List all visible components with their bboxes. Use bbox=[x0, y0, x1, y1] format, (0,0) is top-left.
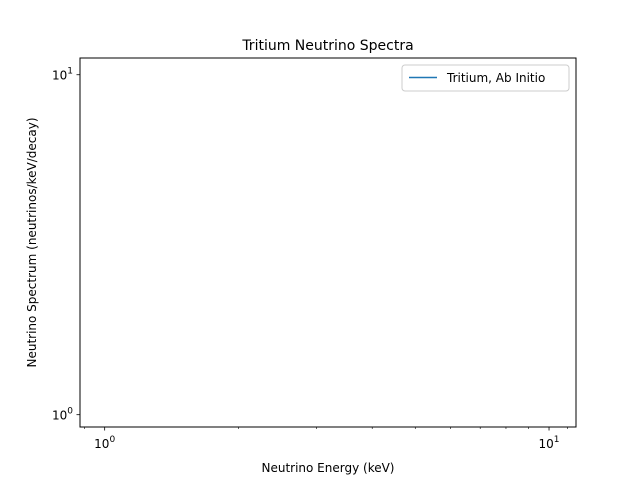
legend-box bbox=[401, 64, 570, 92]
x-axis-ticks: 100 101 bbox=[84, 427, 568, 451]
y-tick-label: 101 bbox=[52, 67, 73, 83]
x-tick-label: 100 bbox=[94, 435, 115, 451]
y-tick-label: 100 bbox=[52, 407, 73, 423]
x-axis-label: Neutrino Energy (keV) bbox=[261, 461, 394, 475]
plot-area bbox=[79, 57, 577, 428]
y-axis-ticks: 100 101 bbox=[52, 67, 80, 423]
chart-title: Tritium Neutrino Spectra bbox=[241, 38, 413, 54]
legend-entry-label: Tritium, Ab Initio bbox=[446, 71, 545, 85]
legend: Tritium, Ab Initio bbox=[401, 64, 570, 92]
axes-frame bbox=[79, 57, 577, 428]
y-axis-label: Neutrino Spectrum (neutrinos/keV/decay) bbox=[25, 117, 39, 367]
x-tick-label: 101 bbox=[539, 435, 560, 451]
